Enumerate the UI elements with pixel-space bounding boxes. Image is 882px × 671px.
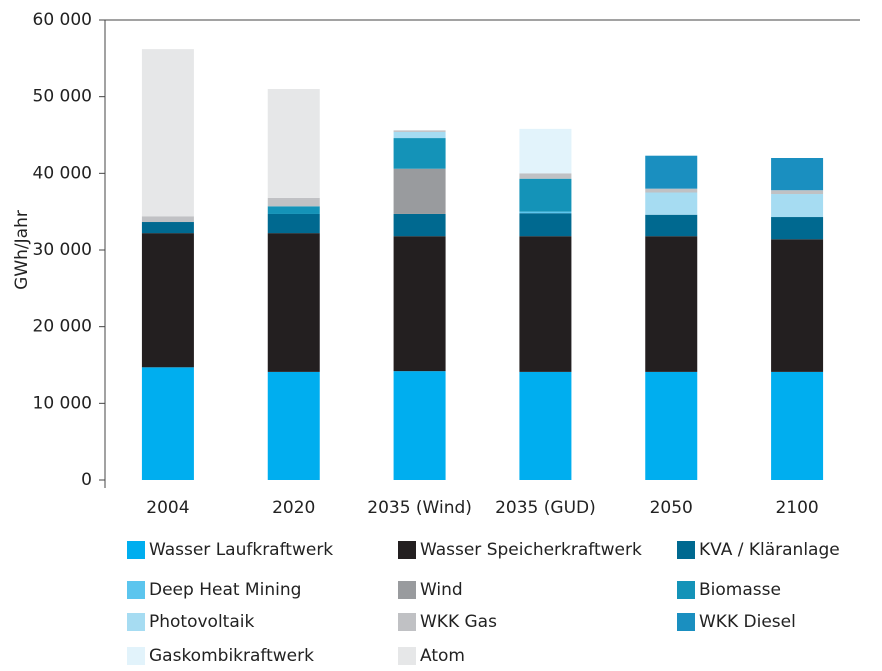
bar-segment <box>393 213 446 237</box>
bar-segment <box>393 131 446 139</box>
bar-segment <box>393 168 446 214</box>
bar-segment <box>519 213 572 237</box>
bar-segment <box>267 197 320 207</box>
x-tick-label: 2050 <box>650 498 693 518</box>
x-tick-label: 2100 <box>775 498 818 518</box>
bar-segment <box>645 214 698 237</box>
legend-swatch <box>398 613 416 631</box>
bar-segment <box>519 128 572 174</box>
bar-segment <box>645 371 698 480</box>
x-tick-label: 2020 <box>272 498 315 518</box>
y-tick-label: 20 000 <box>33 317 92 337</box>
y-tick-label: 50 000 <box>33 87 92 107</box>
bar-segment <box>393 371 446 480</box>
legend-swatch <box>398 541 416 559</box>
bar-segment <box>267 206 320 214</box>
bar-segment <box>645 192 698 215</box>
bar-segment <box>267 371 320 480</box>
y-tick-label: 0 <box>81 470 92 490</box>
bar-segment <box>141 216 194 223</box>
x-tick-label: 2004 <box>146 498 189 518</box>
bar-segment <box>519 371 572 480</box>
bar-segment <box>645 188 698 193</box>
bar-segment <box>519 173 572 179</box>
legend-label: WKK Diesel <box>699 612 796 632</box>
legend-swatch <box>127 613 145 631</box>
legend-label: Atom <box>420 646 465 666</box>
bar-segment <box>393 138 446 169</box>
legend-swatch <box>127 541 145 559</box>
bar-segment <box>771 190 824 195</box>
legend-swatch <box>677 613 695 631</box>
bar-segment <box>771 239 824 372</box>
y-axis-label: GWh/Jahr <box>12 210 32 290</box>
y-tick-label: 60 000 <box>33 10 92 30</box>
legend-label: KVA / Kläranlage <box>699 540 840 560</box>
bar-segment <box>267 213 320 234</box>
legend-label: Biomasse <box>699 580 781 600</box>
bar-segment <box>393 236 446 372</box>
legend-label: Wind <box>420 580 463 600</box>
bar-segment <box>267 233 320 372</box>
bar-segment <box>393 130 446 132</box>
bar-segment <box>141 222 194 234</box>
y-tick-label: 40 000 <box>33 163 92 183</box>
bar-segment <box>519 236 572 372</box>
bar-segment <box>267 89 320 198</box>
legend-swatch <box>127 581 145 599</box>
bar-segment <box>645 236 698 372</box>
legend-swatch <box>677 541 695 559</box>
legend-label: Wasser Speicherkraftwerk <box>420 540 642 560</box>
legend-label: Deep Heat Mining <box>149 580 301 600</box>
legend-swatch <box>398 581 416 599</box>
bar-segment <box>771 194 824 218</box>
y-tick-label: 30 000 <box>33 240 92 260</box>
legend-swatch <box>677 581 695 599</box>
bar-segment <box>141 233 194 368</box>
bar-segment <box>771 371 824 480</box>
legend-label: Photovoltaik <box>149 612 254 632</box>
legend-swatch <box>398 647 416 665</box>
bar-segment <box>771 217 824 240</box>
legend-swatch <box>127 647 145 665</box>
bar-segment <box>771 158 824 191</box>
legend-label: Wasser Laufkraftwerk <box>149 540 333 560</box>
bar-segment <box>141 367 194 480</box>
bar-segment <box>519 178 572 212</box>
legend-label: Gaskombikraftwerk <box>149 646 314 666</box>
y-tick-label: 10 000 <box>33 393 92 413</box>
bar-segment <box>519 211 572 214</box>
legend-label: WKK Gas <box>420 612 497 632</box>
bar-segment <box>645 155 698 189</box>
bar-segment <box>141 49 194 217</box>
x-tick-label: 2035 (GUD) <box>495 498 596 518</box>
x-tick-label: 2035 (Wind) <box>367 498 472 518</box>
